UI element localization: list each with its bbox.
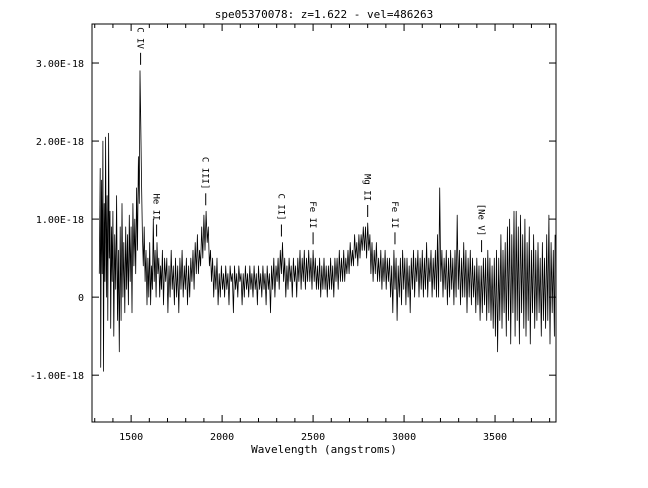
plot-frame: [91, 23, 557, 423]
line-label: Fe II: [389, 201, 399, 228]
spectrum-line: [98, 70, 556, 372]
y-tick-label: 3.00E-18: [36, 59, 84, 70]
line-label: He II: [151, 194, 161, 221]
line-label: C IV: [135, 27, 145, 49]
y-tick-label: -1.00E-18: [30, 371, 84, 382]
line-label: Mg II: [362, 174, 372, 201]
y-tick-label: 1.00E-18: [36, 215, 84, 226]
x-tick-label: 1500: [119, 432, 143, 443]
y-tick-label: 2.00E-18: [36, 137, 84, 148]
x-tick-label: 2500: [301, 432, 325, 443]
line-label: C II]: [275, 194, 285, 221]
y-tick-label: 0: [78, 293, 84, 304]
line-label: C III]: [200, 157, 210, 190]
x-tick-label: 3500: [483, 432, 507, 443]
x-tick-label: 3000: [392, 432, 416, 443]
x-axis: 1500 2000 2500 3000 3500: [94, 24, 551, 443]
x-tick-label: 2000: [210, 432, 234, 443]
line-label: Fe II: [307, 201, 317, 228]
chart-title: spe05370078: z=1.622 - vel=486263: [215, 8, 434, 21]
x-axis-label: Wavelength (angstroms): [251, 443, 397, 456]
line-label: [Ne V]: [476, 204, 486, 237]
emission-line-labels: C IV He II C III] C II] Fe II Mg II Fe II [Ne V…: [135, 27, 486, 253]
